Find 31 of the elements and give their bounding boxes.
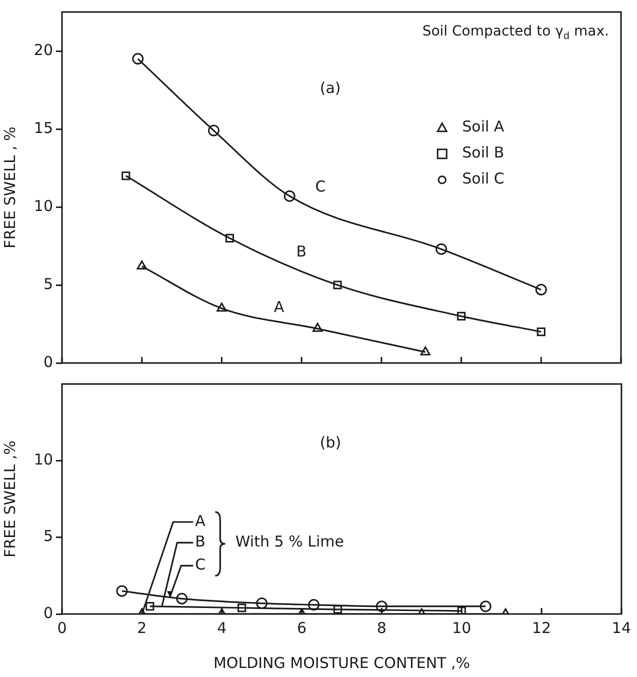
x-tick-label: 8	[376, 618, 386, 637]
x-tick-label: 0	[57, 618, 67, 637]
x-tick-label: 10	[452, 618, 472, 637]
annotation: B	[195, 532, 206, 551]
y-tick-label: 10	[34, 196, 53, 215]
x-tick-label: 4	[217, 618, 227, 637]
annotation: A	[195, 512, 206, 530]
x-tick-label: 2	[137, 618, 147, 637]
legend-label: Soil B	[462, 144, 504, 162]
annotation: (b)	[320, 434, 342, 452]
y-tick-label: 0	[43, 352, 53, 371]
x-tick-label: 12	[532, 618, 552, 637]
y-axis-title: FREE SWELL ,%	[0, 440, 19, 558]
legend-label: Soil C	[462, 170, 504, 188]
annotation: C	[315, 177, 326, 196]
y-tick-label: 0	[43, 604, 53, 622]
annotation: B	[296, 242, 307, 261]
legend-label: Soil A	[462, 118, 505, 136]
y-tick-label: 20	[34, 40, 53, 59]
y-tick-label: 5	[43, 274, 53, 293]
annotation: A	[274, 298, 285, 316]
annotation: With 5 % Lime	[235, 532, 344, 551]
x-axis-title: MOLDING MOISTURE CONTENT ,%	[213, 654, 470, 672]
annotation: (a)	[320, 79, 341, 98]
y-tick-label: 10	[34, 450, 53, 469]
y-tick-label: 5	[43, 527, 53, 546]
x-tick-label: 14	[612, 618, 632, 637]
y-axis-title: FREE SWELL , %	[0, 126, 19, 248]
annotation: C	[195, 556, 206, 574]
x-tick-label: 6	[296, 618, 307, 637]
y-tick-label: 15	[34, 118, 53, 137]
